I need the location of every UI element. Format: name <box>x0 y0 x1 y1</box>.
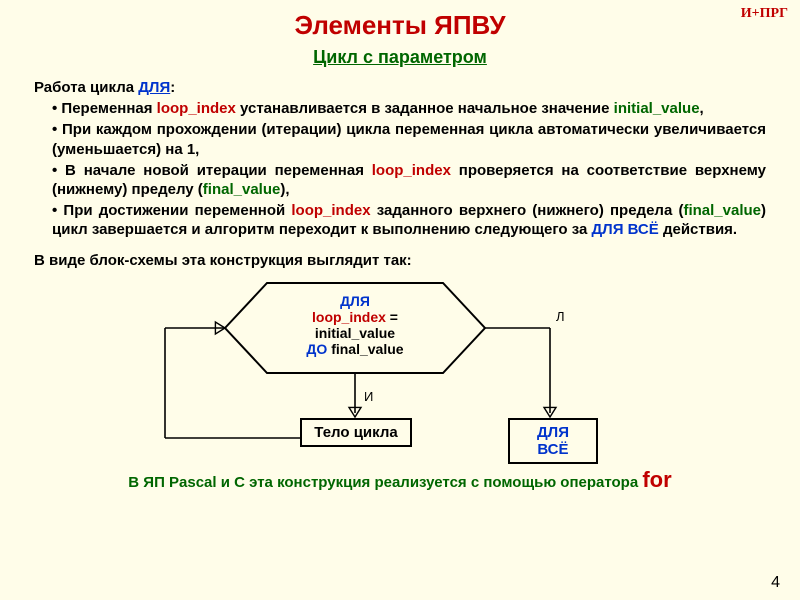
main-title: Элементы ЯПВУ <box>0 0 800 41</box>
hex-line4: ДО final_value <box>265 341 445 357</box>
bullet-fragment: loop_index <box>372 162 451 179</box>
diagram-caption: В виде блок-схемы эта конструкция выгляд… <box>0 242 800 269</box>
hex-line1: ДЛЯ <box>265 293 445 309</box>
intro-line: Работа цикла ДЛЯ: <box>34 78 766 97</box>
bullet-fragment: initial_value <box>614 100 700 117</box>
bullet-fragment: действия. <box>659 221 737 238</box>
hex-final: final_value <box>331 341 403 357</box>
hex-loop-index: loop_index <box>312 309 386 325</box>
hex-do: ДО <box>306 341 331 357</box>
bullet-fragment: loop_index <box>291 202 370 219</box>
edge-label-false: Л <box>556 309 565 324</box>
corner-tag-text: И+ПРГ <box>741 6 788 21</box>
intro-colon: : <box>170 79 175 96</box>
bullet-fragment: , <box>700 100 704 117</box>
bullet-item: • Переменная loop_index устанавливается … <box>34 99 766 118</box>
loop-body-box: Тело цикла <box>300 418 412 447</box>
body-text: Работа цикла ДЛЯ: • Переменная loop_inde… <box>0 68 800 240</box>
bullet-fragment: • При достижении переменной <box>52 202 291 219</box>
bullet-fragment: заданного верхнего (нижнего) предела ( <box>371 202 684 219</box>
hexagon-label: ДЛЯ loop_index = initial_value ДО final_… <box>265 293 445 357</box>
edge-label-true: И <box>364 389 373 404</box>
bullet-fragment: • При каждом прохождении (итерации) цикл… <box>52 121 766 157</box>
sub-title: Цикл с параметром <box>0 47 800 68</box>
footer-note: В ЯП Pascal и C эта конструкция реализуе… <box>0 467 800 493</box>
footer-keyword: for <box>642 467 671 492</box>
hex-eq: = <box>386 309 398 325</box>
bullet-fragment: устанавливается в заданное начальное зна… <box>236 100 614 117</box>
bullet-fragment: ), <box>280 181 289 198</box>
bullet-fragment: final_value <box>203 181 281 198</box>
bullet-item: • При каждом прохождении (итерации) цикл… <box>34 120 766 158</box>
bullet-fragment: final_value <box>683 202 761 219</box>
footer-pre: В ЯП Pascal и C эта конструкция реализуе… <box>128 474 642 491</box>
intro-pre: Работа цикла <box>34 79 138 96</box>
bullet-fragment: • Переменная <box>52 100 157 117</box>
intro-keyword: ДЛЯ <box>138 79 170 96</box>
loop-body-label: Тело цикла <box>314 424 397 441</box>
bullet-list: • Переменная loop_index устанавливается … <box>34 99 766 239</box>
bullet-item: • В начале новой итерации переменная loo… <box>34 161 766 199</box>
bullet-item: • При достижении переменной loop_index з… <box>34 201 766 239</box>
corner-tag: И+ПРГ <box>741 6 788 22</box>
hex-line2: loop_index = <box>265 309 445 325</box>
loop-end-box: ДЛЯ ВСЁ <box>508 418 598 464</box>
flowchart: ДЛЯ loop_index = initial_value ДО final_… <box>120 273 680 463</box>
bullet-fragment: • В начале новой итерации переменная <box>52 162 372 179</box>
page-number: 4 <box>771 574 780 592</box>
bullet-fragment: ДЛЯ ВСЁ <box>592 221 659 238</box>
bullet-fragment: loop_index <box>157 100 236 117</box>
hex-line3: initial_value <box>265 325 445 341</box>
loop-end-label: ДЛЯ ВСЁ <box>537 424 569 458</box>
